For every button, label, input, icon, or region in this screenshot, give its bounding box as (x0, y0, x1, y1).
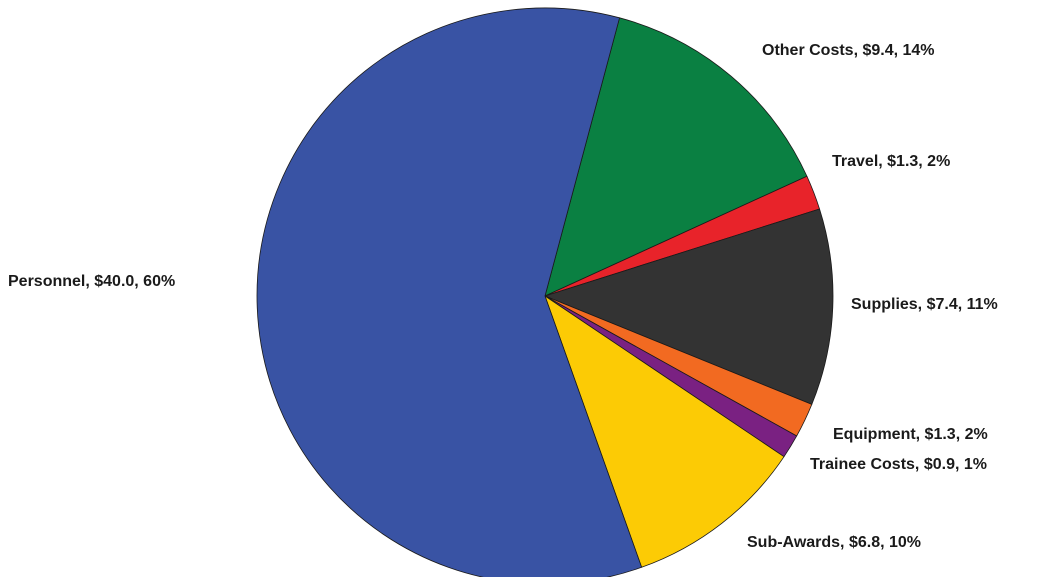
pie-slices (256, 7, 834, 577)
pie-slice-personnel (256, 7, 643, 577)
label-other-costs: Other Costs, $9.4, 14% (762, 42, 935, 59)
pie-slice-sub-awards (544, 295, 785, 568)
label-sub-awards: Sub-Awards, $6.8, 10% (747, 534, 921, 551)
label-personnel: Personnel, $40.0, 60% (8, 273, 176, 290)
label-equipment: Equipment, $1.3, 2% (833, 426, 988, 443)
pie-slice-other-costs (544, 17, 808, 297)
pie-slice-supplies (544, 208, 834, 405)
label-travel: Travel, $1.3, 2% (832, 153, 951, 170)
label-supplies: Supplies, $7.4, 11% (851, 296, 998, 313)
label-trainee-costs: Trainee Costs, $0.9, 1% (810, 456, 987, 473)
